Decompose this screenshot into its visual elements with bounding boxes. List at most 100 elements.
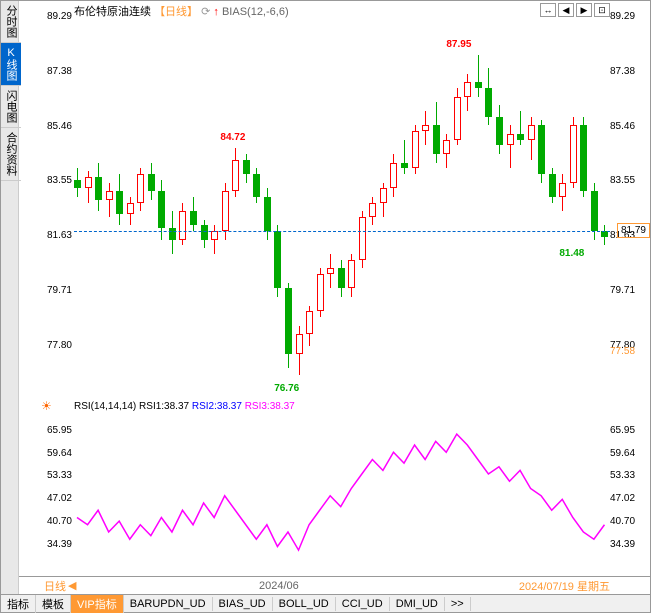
y-axis-right: 89.2987.3885.4683.5581.6379.7177.8077.58: [610, 17, 645, 397]
candle-body: [327, 268, 334, 274]
left-tab-2[interactable]: 闪电图: [1, 86, 21, 128]
y-tick: 83.55: [610, 175, 635, 186]
candle-body: [485, 88, 492, 117]
candle-body: [507, 134, 514, 145]
candle-body: [137, 174, 144, 203]
candle-body: [85, 177, 92, 188]
chart-area: 布伦特原油连续 【日线】 ⟳ ↑ BIAS(12,-6,6) ↔◀▶⊡ 89.2…: [19, 1, 650, 594]
candle-body: [95, 177, 102, 200]
current-price-line: [74, 231, 610, 232]
candle-body: [559, 183, 566, 197]
candle-body: [591, 191, 598, 231]
candle-body: [454, 97, 461, 140]
candle-body: [243, 160, 250, 174]
candle-body: [538, 125, 545, 174]
y-tick: 89.29: [47, 11, 72, 22]
rsi-y-left: 65.9559.6453.3347.0240.7034.39: [39, 416, 74, 561]
candle-body: [158, 191, 165, 228]
candle-body: [549, 174, 556, 197]
rsi-tick: 40.70: [610, 516, 635, 527]
rsi-tick: 40.70: [47, 516, 72, 527]
candle-body: [116, 191, 123, 214]
left-tab-3[interactable]: 合约资料: [1, 128, 21, 181]
month-label: 2024/06: [259, 580, 299, 592]
candle-body: [528, 125, 535, 139]
y-tick: 85.46: [47, 121, 72, 132]
rsi-line-path: [77, 434, 604, 550]
candle-body: [517, 134, 524, 140]
candle-body: [496, 117, 503, 146]
rsi-tick: 34.39: [47, 539, 72, 550]
bottom-tab-2[interactable]: VIP指标: [71, 595, 124, 613]
y-tick: 87.38: [610, 66, 635, 77]
candle-body: [274, 231, 281, 288]
candle-body: [580, 125, 587, 191]
bottom-tab-6[interactable]: CCI_UD: [336, 597, 390, 611]
bottom-tab-4[interactable]: BIAS_UD: [213, 597, 273, 611]
candle-wick: [478, 55, 479, 96]
bottom-tab-3[interactable]: BARUPDN_UD: [124, 597, 213, 611]
rsi-tick: 47.02: [47, 493, 72, 504]
candle-body: [464, 82, 471, 96]
left-tab-0[interactable]: 分时图: [1, 1, 21, 43]
top-ctrl-1[interactable]: ◀: [558, 3, 574, 17]
candle-body: [317, 274, 324, 311]
candle-body: [190, 211, 197, 225]
chart-container: 分时图K线图闪电图合约资料 布伦特原油连续 【日线】 ⟳ ↑ BIAS(12,-…: [0, 0, 651, 613]
rsi-header: RSI(14,14,14) RSI1:38.37 RSI2:38.37 RSI3…: [74, 401, 295, 412]
candle-body: [148, 174, 155, 191]
price-annotation: 87.95: [446, 39, 471, 50]
candle-wick: [214, 225, 215, 254]
candle-body: [211, 231, 218, 240]
top-controls: ↔◀▶⊡: [540, 3, 610, 17]
rsi-tick: 65.95: [47, 425, 72, 436]
rsi2-value: RSI2:38.37: [192, 401, 242, 412]
top-ctrl-0[interactable]: ↔: [540, 3, 556, 17]
candle-body: [443, 140, 450, 154]
y-axis-left: 89.2987.3885.4683.5581.6379.7177.80: [39, 17, 74, 397]
candle-body: [127, 203, 134, 214]
tf-arrow-icon[interactable]: ◀: [68, 579, 76, 592]
prev-close-label: 77.58: [610, 346, 635, 357]
candle-body: [201, 225, 208, 239]
candle-body: [222, 191, 229, 231]
candle-body: [390, 163, 397, 189]
candle-body: [169, 228, 176, 239]
time-axis: 日线 ◀ 2024/06 2024/07/19 星期五: [19, 576, 650, 594]
bottom-tab-1[interactable]: 模板: [36, 595, 71, 613]
candle-body: [232, 160, 239, 191]
left-tab-bar: 分时图K线图闪电图合约资料: [1, 1, 19, 596]
price-annotation: 81.48: [559, 248, 584, 259]
candle-wick: [109, 183, 110, 217]
main-candlestick-chart[interactable]: 89.2987.3885.4683.5581.6379.7177.80 89.2…: [19, 17, 650, 397]
candle-body: [296, 334, 303, 354]
candle-wick: [520, 111, 521, 145]
top-ctrl-3[interactable]: ⊡: [594, 3, 610, 17]
bottom-tab-bar: 指标模板VIP指标BARUPDN_UDBIAS_UDBOLL_UDCCI_UDD…: [1, 594, 650, 612]
y-tick: 89.29: [610, 11, 635, 22]
left-tab-1[interactable]: K线图: [1, 43, 21, 86]
rsi3-value: RSI3:38.37: [245, 401, 295, 412]
candle-body: [306, 311, 313, 334]
price-annotation: 84.72: [220, 132, 245, 143]
rsi-tick: 59.64: [47, 448, 72, 459]
candle-body: [433, 125, 440, 154]
y-tick: 83.55: [47, 175, 72, 186]
rsi-chart[interactable]: RSI(14,14,14) RSI1:38.37 RSI2:38.37 RSI3…: [19, 401, 650, 561]
bottom-tab-8[interactable]: >>: [445, 597, 471, 611]
candle-body: [338, 268, 345, 288]
candle-body: [570, 125, 577, 182]
rsi-tick: 53.33: [610, 470, 635, 481]
candle-body: [264, 197, 271, 231]
top-ctrl-2[interactable]: ▶: [576, 3, 592, 17]
candle-body: [422, 125, 429, 131]
bottom-tab-0[interactable]: 指标: [1, 595, 36, 613]
current-price-box: 81.79: [617, 223, 650, 238]
y-tick: 77.80: [47, 340, 72, 351]
candle-body: [369, 203, 376, 217]
rsi-params: RSI(14,14,14): [74, 401, 136, 412]
bottom-tab-5[interactable]: BOLL_UD: [273, 597, 336, 611]
timeframe-label: 日线: [44, 578, 66, 594]
bottom-tab-7[interactable]: DMI_UD: [390, 597, 445, 611]
y-tick: 79.71: [610, 285, 635, 296]
